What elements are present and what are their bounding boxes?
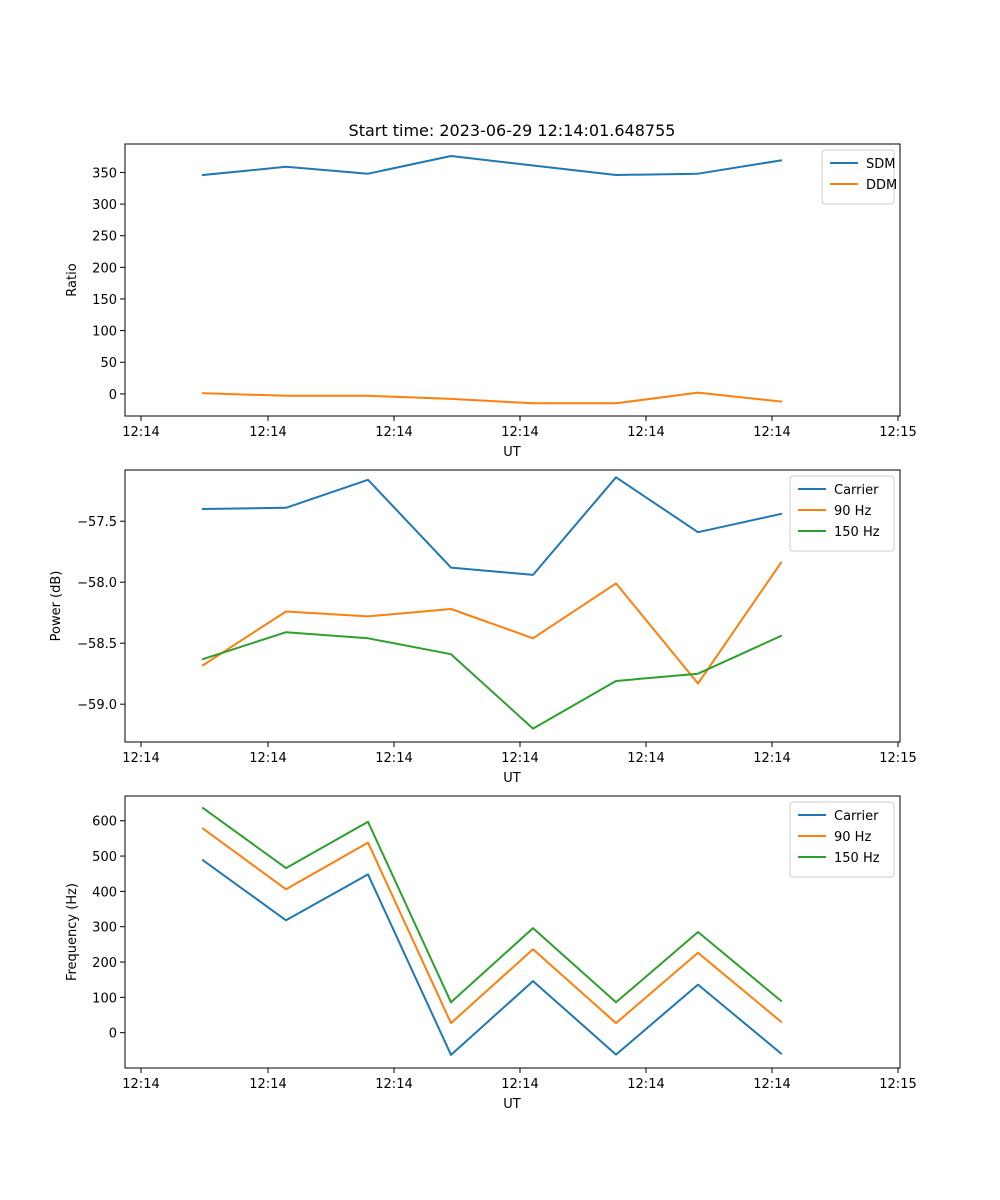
legend-label: Carrier: [834, 809, 879, 824]
y-axis-label: Ratio: [65, 263, 80, 296]
series-line-150-hz: [201, 806, 783, 1004]
series-line-sdm: [201, 155, 783, 177]
series-line-150-hz: [201, 631, 783, 730]
y-tick-label: 350: [92, 166, 117, 181]
y-tick-label: 100: [92, 991, 117, 1006]
y-tick-label: 200: [92, 956, 117, 971]
x-tick-label: 12:14: [501, 425, 538, 440]
legend-label: SDM: [866, 157, 895, 172]
y-tick-label: 0: [109, 1027, 117, 1042]
y-tick-label: −58.0: [77, 576, 117, 591]
x-tick-label: 12:14: [375, 1077, 412, 1092]
chart-panel-2: 12:14 12:14 12:14 12:14 12:14 12:14 12:15 UT −59…: [49, 469, 917, 786]
legend-label: 150 Hz: [834, 851, 880, 866]
legend-label: 90 Hz: [834, 504, 871, 519]
axes-frame: [124, 469, 901, 743]
x-tick-label: 12:14: [753, 1077, 790, 1092]
y-tick-label: 500: [92, 850, 117, 865]
x-tick-label: 12:14: [249, 751, 286, 766]
axes-frame: [124, 143, 901, 417]
figure-title: Start time: 2023-06-29 12:14:01.648755: [349, 121, 676, 140]
y-tick-label: −58.5: [77, 637, 117, 652]
series-line-carrier: [201, 476, 783, 576]
y-tick-label: 200: [92, 261, 117, 276]
y-tick-label: 300: [92, 198, 117, 213]
y-tick-label: 150: [92, 293, 117, 308]
y-tick-label: 50: [100, 356, 117, 371]
chart-panel-3: 12:14 12:14 12:14 12:14 12:14 12:14 12:15 UT 0 10…: [65, 795, 917, 1112]
x-tick-label: 12:14: [122, 751, 159, 766]
legend: Carrier 90 Hz 150 Hz: [789, 801, 895, 878]
x-tick-label: 12:15: [879, 751, 916, 766]
y-axis-label: Power (dB): [49, 571, 64, 642]
x-tick-label: 12:14: [627, 751, 664, 766]
x-tick-label: 12:14: [249, 1077, 286, 1092]
x-tick-label: 12:14: [753, 751, 790, 766]
y-tick-label: 100: [92, 325, 117, 340]
x-tick-label: 12:14: [627, 425, 664, 440]
legend-label: 150 Hz: [834, 525, 880, 540]
x-tick-label: 12:14: [122, 1077, 159, 1092]
legend-box: [789, 801, 895, 878]
legend-label: 90 Hz: [834, 830, 871, 845]
y-tick-label: 400: [92, 885, 117, 900]
series-line-carrier: [201, 858, 783, 1056]
x-tick-label: 12:14: [375, 751, 412, 766]
x-tick-label: 12:15: [879, 1077, 916, 1092]
legend-label: DDM: [866, 178, 897, 193]
y-tick-label: 250: [92, 230, 117, 245]
series-line-90-hz: [201, 827, 783, 1025]
axes-frame: [124, 795, 901, 1069]
legend-label: Carrier: [834, 483, 879, 498]
y-tick-label: −59.0: [77, 698, 117, 713]
x-tick-label: 12:14: [501, 751, 538, 766]
series-line-90-hz: [201, 561, 783, 685]
x-tick-label: 12:14: [501, 1077, 538, 1092]
legend: Carrier 90 Hz 150 Hz: [789, 475, 895, 552]
x-axis-label: UT: [503, 1097, 521, 1112]
chart-panel-1: 12:14 12:14 12:14 12:14 12:14 12:14 12:15 UT 0 50…: [65, 143, 917, 460]
y-tick-label: 0: [109, 388, 117, 403]
x-axis-label: UT: [503, 445, 521, 460]
x-tick-label: 12:14: [375, 425, 412, 440]
legend-box: [789, 475, 895, 552]
x-tick-label: 12:14: [753, 425, 790, 440]
legend: SDM DDM: [821, 149, 897, 205]
series-line-ddm: [201, 391, 783, 405]
y-tick-label: 300: [92, 921, 117, 936]
x-axis-label: UT: [503, 771, 521, 786]
x-tick-label: 12:14: [122, 425, 159, 440]
x-tick-label: 12:14: [627, 1077, 664, 1092]
y-tick-label: 600: [92, 815, 117, 830]
x-tick-label: 12:14: [249, 425, 286, 440]
x-tick-label: 12:15: [879, 425, 916, 440]
y-axis-label: Frequency (Hz): [65, 883, 80, 981]
y-tick-label: −57.5: [77, 515, 117, 530]
